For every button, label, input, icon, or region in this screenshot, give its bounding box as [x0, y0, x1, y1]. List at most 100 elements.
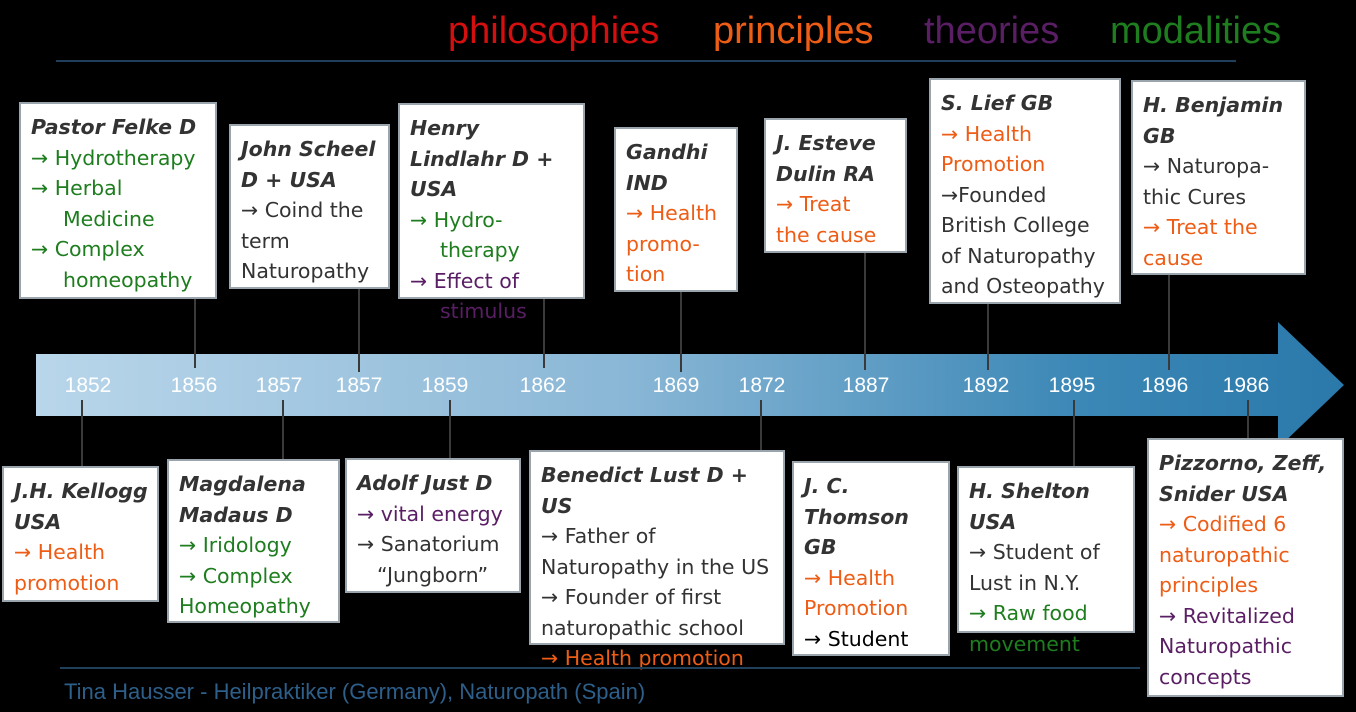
- card-name: Adolf Just D: [357, 471, 493, 495]
- connector-lust: [760, 400, 762, 452]
- year-label: 1869: [652, 374, 700, 397]
- card-line: Medicine: [63, 206, 155, 231]
- card-esteve-dulin: J. Esteve Dulin RA → Treat the cause: [764, 118, 907, 253]
- card-line: → Health: [941, 121, 1033, 146]
- footer-divider: [60, 667, 1140, 669]
- card-adolf-just: Adolf Just D → vital energy → Sanatorium…: [345, 458, 521, 593]
- card-name: H. Benjamin GB: [1143, 93, 1284, 148]
- card-line: term: [241, 228, 290, 253]
- year-label: 1857: [255, 374, 303, 397]
- card-line: → Complex: [179, 563, 293, 588]
- connector-felke: [194, 298, 196, 368]
- card-name: Henry Lindlahr D + USA: [410, 116, 554, 201]
- card-line: → Effect of: [410, 268, 519, 293]
- card-line: → Coind the: [241, 198, 364, 222]
- card-line: movement: [969, 631, 1080, 656]
- card-line: of Naturopathy: [941, 243, 1096, 268]
- card-line: and Osteopathy: [941, 274, 1105, 298]
- connector-benjamin: [1168, 274, 1170, 370]
- card-line: naturopathic school: [541, 615, 744, 640]
- timeline-arrow: [36, 322, 1344, 448]
- year-label: 1986: [1222, 374, 1270, 397]
- card-line: of Lindlahr: [804, 657, 914, 681]
- legend-modalities: modalities: [1110, 10, 1282, 52]
- connector-esteve: [864, 252, 866, 370]
- legend-theories: theories: [924, 10, 1060, 52]
- card-line: naturopathic: [1159, 542, 1290, 567]
- card-line: therapy: [440, 238, 520, 262]
- connector-gandhi: [680, 292, 682, 372]
- connector-lindlahr: [543, 298, 545, 368]
- year-label: 1852: [64, 374, 112, 397]
- card-name: Benedict Lust D + US: [541, 463, 748, 518]
- connector-scheel: [358, 288, 360, 372]
- card-line: Homeopathy: [179, 594, 311, 618]
- card-line: → Codified 6: [1159, 512, 1287, 536]
- card-line: → Student: [804, 626, 909, 651]
- card-line: → Raw food: [969, 601, 1088, 625]
- card-line: → Student of: [969, 540, 1100, 564]
- connector-lief: [987, 304, 989, 370]
- card-line: → vital energy: [357, 501, 503, 526]
- card-line: British College: [941, 213, 1090, 237]
- year-label: 1872: [738, 374, 786, 397]
- card-name: H. Shelton USA: [969, 479, 1090, 534]
- connector-shelton: [1073, 400, 1075, 466]
- card-name: S. Lief GB: [941, 91, 1054, 115]
- card-line: tion: [626, 262, 666, 286]
- card-h-benjamin: H. Benjamin GB → Naturopa- thic Cures → …: [1131, 80, 1306, 275]
- card-name: John Scheel D + USA: [241, 137, 376, 192]
- card-line: “Jungborn”: [377, 562, 489, 587]
- year-label: 1862: [519, 374, 567, 397]
- year-label: 1859: [421, 374, 469, 397]
- card-magdalena-madaus: Magdalena Madaus D → Iridology → Complex…: [167, 459, 340, 623]
- year-label: 1856: [170, 374, 218, 397]
- card-line: thic Cures: [1143, 184, 1247, 209]
- card-line: homeopathy: [63, 267, 193, 292]
- card-line: → Revitalized: [1159, 603, 1295, 628]
- card-name: Gandhi IND: [626, 140, 708, 195]
- card-jc-thomson: J. C. Thomson GB → Health Promotion → St…: [792, 461, 950, 681]
- card-line: promotion: [14, 570, 120, 595]
- card-line: → Iridology: [179, 533, 292, 557]
- year-label: 1896: [1141, 374, 1189, 397]
- card-line: → Naturopa-: [1143, 154, 1270, 178]
- card-jh-kellogg: J.H. Kellogg USA → Health promotion: [2, 466, 159, 602]
- legend-principles: principles: [713, 10, 874, 52]
- card-henry-lindlahr: Henry Lindlahr D + USA → Hydro- therapy …: [398, 103, 585, 323]
- card-line: the cause: [776, 222, 877, 247]
- card-john-scheel: John Scheel D + USA → Coind the term Nat…: [229, 124, 390, 289]
- card-line: stimulus: [440, 299, 527, 323]
- footer-credit: Tina Hausser - Heilpraktiker (Germany), …: [64, 679, 646, 704]
- card-benedict-lust: Benedict Lust D + US → Father of Naturop…: [529, 450, 785, 670]
- connector-pizzorno: [1247, 400, 1249, 440]
- card-line: → Founder of first: [541, 585, 722, 609]
- card-line: → Herbal: [31, 176, 123, 200]
- card-name: Magdalena Madaus D: [179, 472, 306, 527]
- card-name: J. Esteve Dulin RA: [776, 131, 876, 186]
- card-line: → Health: [804, 565, 896, 590]
- card-line: Promotion: [941, 152, 1046, 176]
- card-line: → Hydro-: [410, 207, 503, 232]
- card-name: J.H. Kellogg USA: [14, 479, 148, 534]
- card-line: → Complex: [31, 237, 145, 261]
- card-name: Pizzorno, Zeff, Snider USA: [1159, 451, 1327, 506]
- card-pizzorno-zeff-snider: Pizzorno, Zeff, Snider USA → Codified 6 …: [1147, 438, 1344, 697]
- year-label: 1892: [962, 374, 1010, 397]
- connector-madaus: [282, 400, 284, 460]
- card-name: Pastor Felke D: [31, 115, 197, 139]
- card-line: principles: [1159, 573, 1259, 597]
- card-line: Lust in N.Y.: [969, 570, 1081, 595]
- connector-just: [449, 400, 451, 458]
- card-line: promo-: [626, 231, 700, 256]
- card-line: Naturopathy: [241, 259, 370, 283]
- card-line: Naturopathic: [1159, 634, 1293, 658]
- card-gandhi: Gandhi IND → Health promo- tion: [614, 127, 738, 292]
- header-divider: [56, 60, 1236, 62]
- card-line: cause: [1143, 245, 1204, 270]
- card-line: → Father of: [541, 524, 656, 548]
- card-pastor-felke: Pastor Felke D → Hydrotherapy → Herbal M…: [19, 102, 217, 299]
- card-name: J. C. Thomson GB: [804, 474, 909, 559]
- legend-philosophies: philosophies: [448, 10, 660, 52]
- card-line: concepts: [1159, 664, 1252, 689]
